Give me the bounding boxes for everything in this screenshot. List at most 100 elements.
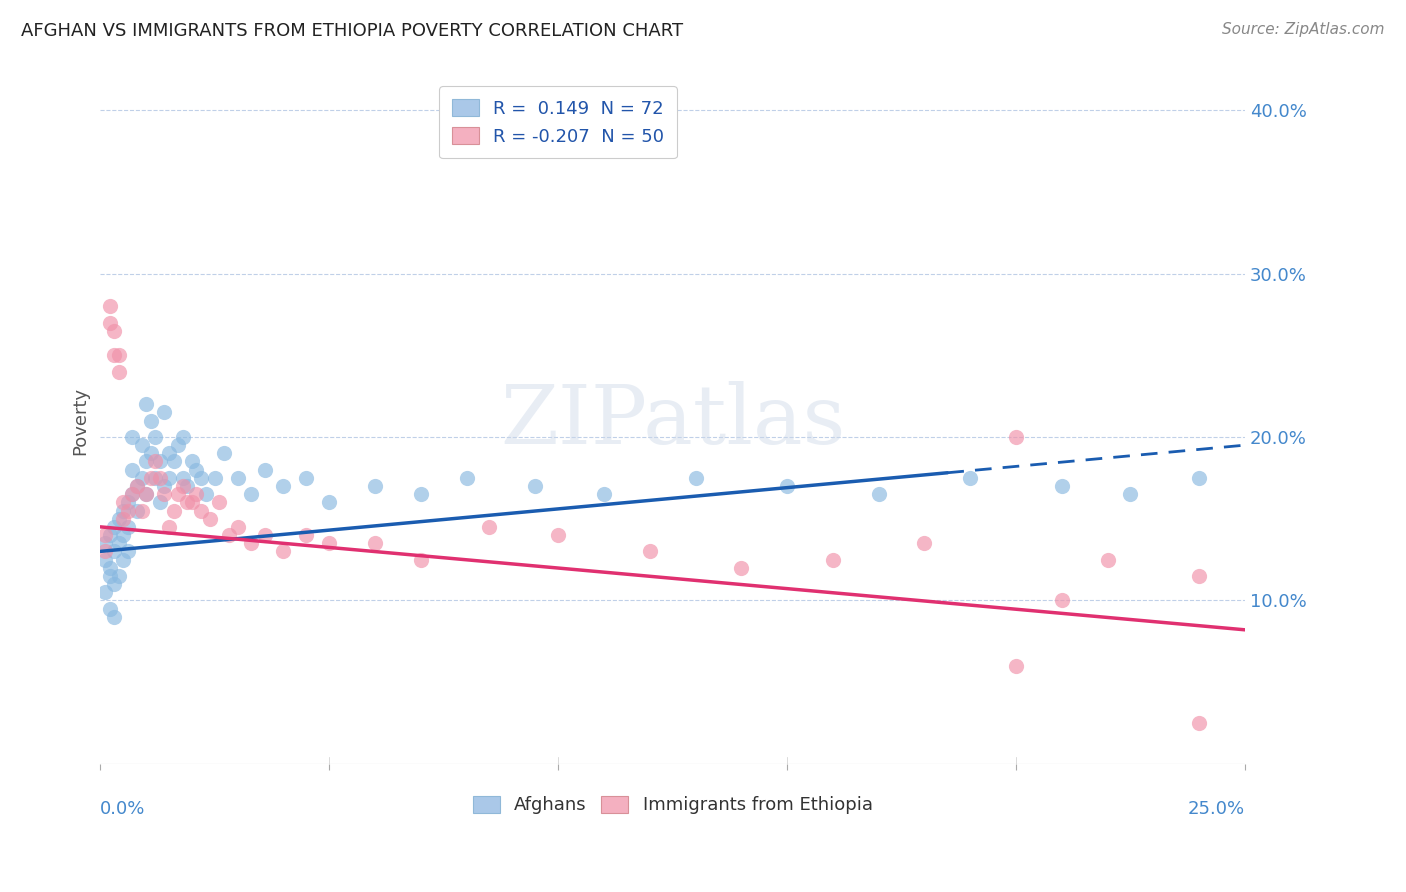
Point	[1188, 471, 1211, 485]
Point	[1005, 430, 1028, 444]
Point	[1097, 552, 1119, 566]
Point	[112, 511, 135, 525]
Point	[135, 487, 157, 501]
Point	[162, 454, 184, 468]
Point	[143, 430, 166, 444]
Point	[107, 365, 129, 379]
Point	[143, 471, 166, 485]
Point	[240, 536, 263, 550]
Point	[153, 405, 176, 419]
Point	[125, 479, 148, 493]
Point	[131, 503, 153, 517]
Point	[98, 569, 121, 583]
Point	[1188, 716, 1211, 731]
Point	[1005, 658, 1028, 673]
Point	[212, 446, 235, 460]
Point	[153, 487, 176, 501]
Point	[318, 495, 340, 509]
Point	[821, 552, 844, 566]
Point	[98, 601, 121, 615]
Point	[103, 577, 125, 591]
Point	[157, 520, 180, 534]
Point	[204, 471, 226, 485]
Point	[776, 479, 799, 493]
Point	[273, 479, 295, 493]
Point	[364, 536, 387, 550]
Point	[409, 487, 432, 501]
Point	[364, 479, 387, 493]
Point	[226, 471, 249, 485]
Point	[167, 487, 190, 501]
Point	[1188, 569, 1211, 583]
Point	[208, 495, 231, 509]
Point	[153, 479, 176, 493]
Text: ZIPatlas: ZIPatlas	[501, 381, 845, 460]
Point	[117, 544, 139, 558]
Point	[180, 495, 202, 509]
Point	[593, 487, 616, 501]
Text: 0.0%: 0.0%	[100, 800, 146, 818]
Point	[94, 528, 117, 542]
Point	[125, 503, 148, 517]
Point	[176, 479, 198, 493]
Point	[157, 471, 180, 485]
Point	[103, 348, 125, 362]
Point	[172, 479, 194, 493]
Point	[478, 520, 501, 534]
Point	[240, 487, 263, 501]
Point	[157, 446, 180, 460]
Point	[107, 536, 129, 550]
Point	[98, 560, 121, 574]
Point	[94, 536, 117, 550]
Text: AFGHAN VS IMMIGRANTS FROM ETHIOPIA POVERTY CORRELATION CHART: AFGHAN VS IMMIGRANTS FROM ETHIOPIA POVER…	[21, 22, 683, 40]
Point	[98, 299, 121, 313]
Point	[121, 487, 143, 501]
Point	[295, 528, 318, 542]
Point	[149, 471, 172, 485]
Legend: Afghans, Immigrants from Ethiopia: Afghans, Immigrants from Ethiopia	[464, 787, 882, 823]
Point	[94, 544, 117, 558]
Point	[730, 560, 752, 574]
Point	[194, 487, 217, 501]
Point	[131, 438, 153, 452]
Point	[1050, 479, 1073, 493]
Point	[139, 414, 162, 428]
Point	[103, 520, 125, 534]
Point	[94, 585, 117, 599]
Point	[135, 487, 157, 501]
Point	[456, 471, 478, 485]
Point	[112, 552, 135, 566]
Point	[685, 471, 707, 485]
Point	[149, 495, 172, 509]
Point	[125, 479, 148, 493]
Point	[226, 520, 249, 534]
Point	[149, 454, 172, 468]
Point	[273, 544, 295, 558]
Y-axis label: Poverty: Poverty	[72, 386, 89, 455]
Point	[117, 495, 139, 509]
Point	[409, 552, 432, 566]
Point	[186, 463, 208, 477]
Point	[103, 609, 125, 624]
Point	[318, 536, 340, 550]
Point	[117, 503, 139, 517]
Point	[107, 348, 129, 362]
Point	[172, 471, 194, 485]
Text: 25.0%: 25.0%	[1188, 800, 1244, 818]
Point	[172, 430, 194, 444]
Point	[218, 528, 240, 542]
Point	[121, 463, 143, 477]
Point	[180, 454, 202, 468]
Point	[94, 552, 117, 566]
Point	[135, 454, 157, 468]
Point	[200, 511, 222, 525]
Point	[176, 495, 198, 509]
Point	[1119, 487, 1142, 501]
Point	[121, 430, 143, 444]
Point	[112, 528, 135, 542]
Point	[143, 454, 166, 468]
Point	[112, 503, 135, 517]
Point	[190, 503, 212, 517]
Point	[131, 471, 153, 485]
Point	[103, 324, 125, 338]
